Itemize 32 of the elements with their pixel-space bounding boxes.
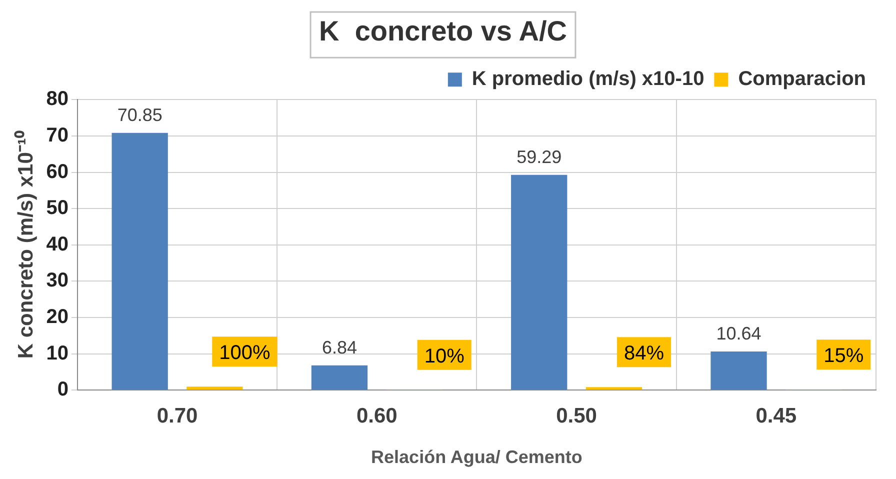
x-tick-label: 0.60 bbox=[356, 404, 398, 428]
data-label: 10.64 bbox=[716, 324, 762, 344]
data-label: 59.29 bbox=[516, 146, 562, 167]
chart-title: K concreto vs A/C bbox=[319, 16, 567, 47]
legend-label: K promedio (m/s) x10-10 bbox=[472, 68, 704, 90]
y-tick-label: 70 bbox=[46, 124, 68, 146]
y-tick-label: 50 bbox=[46, 197, 68, 220]
y-tick-label: 0 bbox=[57, 378, 68, 401]
legend-label: Comparacion bbox=[738, 68, 866, 90]
y-tick-label: 60 bbox=[46, 160, 68, 183]
bar bbox=[311, 365, 368, 390]
x-tick-label: 0.45 bbox=[756, 404, 797, 428]
data-label: 100% bbox=[219, 342, 270, 364]
data-label: 70.85 bbox=[117, 104, 162, 125]
y-tick-label: 10 bbox=[46, 342, 68, 364]
y-axis-title: K concreto (m/s) x10⁻¹⁰ bbox=[13, 130, 38, 359]
y-tick-label: 20 bbox=[46, 306, 68, 328]
y-tick-label: 40 bbox=[46, 233, 68, 256]
bar bbox=[112, 132, 168, 390]
bar bbox=[186, 386, 243, 390]
bar bbox=[586, 387, 642, 390]
x-axis-title: Relación Agua/ Cemento bbox=[371, 447, 582, 468]
data-label: 84% bbox=[624, 342, 664, 365]
data-label: 6.84 bbox=[322, 337, 357, 358]
x-tick-label: 0.70 bbox=[156, 404, 198, 428]
y-tick-label: 80 bbox=[46, 88, 68, 110]
bar bbox=[511, 174, 568, 390]
data-label: 15% bbox=[824, 345, 864, 368]
x-tick-label: 0.50 bbox=[556, 404, 597, 428]
y-tick-label: 30 bbox=[46, 270, 68, 292]
data-label: 10% bbox=[424, 345, 465, 368]
bar bbox=[710, 352, 767, 390]
